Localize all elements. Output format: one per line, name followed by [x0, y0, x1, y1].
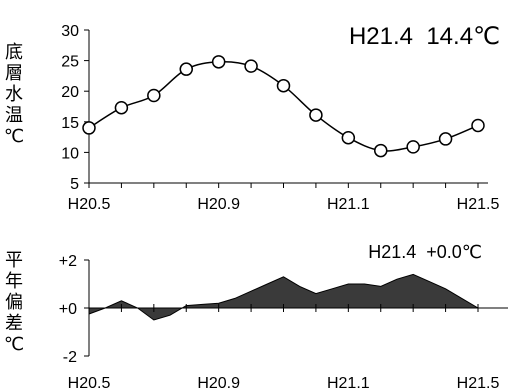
bottom-y-axis-label: 平年偏差 ℃ [0, 250, 28, 355]
top-y-label-char: 底 [5, 42, 23, 63]
data-point [374, 143, 388, 158]
data-point [309, 108, 323, 122]
data-point [276, 78, 291, 93]
anomaly-area [88, 273, 480, 321]
chart-title: H21.4 14.4℃ [349, 23, 500, 50]
data-point [471, 118, 485, 133]
x-tick-label: H20.9 [197, 375, 240, 392]
y-tick-label: +2 [59, 253, 77, 270]
chart-title: H21.4 +0.0℃ [368, 242, 482, 262]
x-tick-label: H20.5 [68, 375, 111, 392]
y-tick-label: +0 [59, 301, 77, 318]
data-point [147, 88, 161, 103]
y-tick-label: 25 [61, 54, 79, 71]
y-tick-label: 30 [61, 23, 79, 40]
x-tick-label: H20.5 [68, 196, 111, 213]
bottom-y-label-char: 平 [5, 250, 23, 271]
bottom-y-label-char: ℃ [3, 334, 25, 355]
bottom-y-label-char: 差 [5, 313, 23, 334]
bottom-water-temp-chart: 5 10 15 20 25 30 H20.5 H20.9 H21.1 H21.5 H21.4 14.… [61, 23, 500, 213]
top-y-label-char: ℃ [3, 126, 25, 147]
y-tick-label: 20 [61, 84, 79, 101]
x-tick-label: H21.5 [457, 375, 500, 392]
x-tick-label: H21.1 [327, 375, 370, 392]
x-tick-label: H21.1 [327, 196, 370, 213]
top-y-axis-label: 底層水温 ℃ [0, 42, 28, 147]
x-tick-label: H21.5 [457, 196, 500, 213]
y-tick-label: -2 [63, 349, 77, 366]
top-y-label-char: 層 [5, 63, 23, 84]
data-point [341, 130, 356, 145]
y-tick-label: 15 [61, 115, 79, 132]
data-point [114, 100, 129, 115]
y-tick-label: 10 [61, 145, 79, 162]
data-point [244, 59, 258, 73]
top-y-label-char: 水 [5, 84, 23, 105]
data-point [438, 132, 453, 146]
anomaly-chart: -2 +0 +2 H20.5 H20.9 H21.1 H21.5 H21.4 +0.0℃ [59, 242, 508, 392]
data-point [179, 62, 193, 76]
bottom-y-label-char: 年 [5, 271, 23, 292]
data-point [211, 55, 226, 69]
bottom-y-label-char: 偏 [5, 292, 23, 313]
series-line [88, 60, 479, 152]
data-point [406, 140, 420, 154]
x-tick-label: H20.9 [197, 196, 240, 213]
y-tick-label: 5 [70, 176, 79, 193]
top-y-label-char: 温 [5, 105, 23, 126]
data-point [82, 121, 96, 135]
